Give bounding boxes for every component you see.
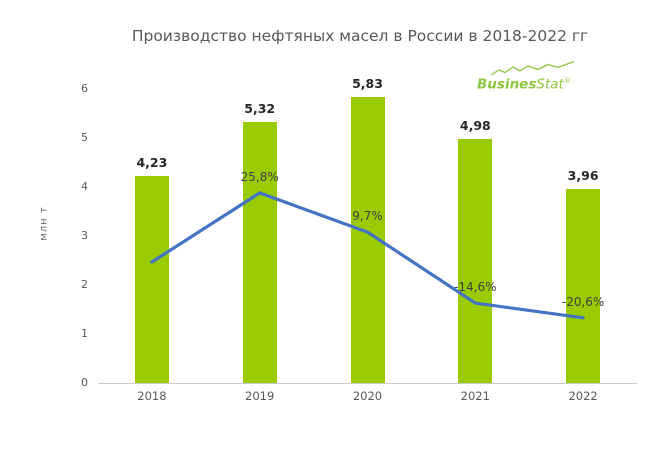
growth-label-2020: 9,7% (352, 209, 383, 224)
x-tick-2020: 2020 (352, 389, 383, 403)
y-tick-6: 6 (81, 82, 88, 95)
businesstat-logo: BusinesStat® (477, 61, 587, 92)
bar-value-label-2022: 3,96 (567, 167, 599, 183)
growth-label-2021: -14,6% (454, 280, 497, 295)
bar-value-label-2021: 4,98 (459, 117, 491, 133)
chart-title: Производство нефтяных масел в России в 2… (131, 27, 589, 45)
logo-registered-mark: ® (563, 77, 571, 85)
bar-2019 (242, 122, 277, 383)
bar-2018 (134, 175, 169, 383)
y-tick-5: 5 (81, 131, 88, 144)
logo-trendline-icon (490, 61, 575, 76)
logo-text: BusinesStat® (477, 78, 587, 92)
y-tick-1: 1 (81, 327, 88, 340)
x-tick-2019: 2019 (245, 389, 275, 403)
y-tick-2: 2 (81, 278, 88, 291)
growth-label-2019: 25,8% (240, 169, 279, 184)
growth-line (150, 191, 585, 320)
bar-value-label-2018: 4,23 (136, 154, 168, 170)
y-tick-4: 4 (81, 180, 88, 193)
growth-label-2022: -20,6% (561, 294, 605, 309)
logo-text-busines: Busines (477, 76, 537, 93)
x-tick-2018: 2018 (137, 389, 167, 403)
bar-value-label-2020: 5,83 (352, 76, 383, 92)
bar-2021 (458, 138, 493, 383)
logo-text-stat: Stat (536, 76, 564, 93)
x-tick-2022: 2022 (568, 389, 598, 403)
y-tick-0: 0 (81, 376, 88, 389)
x-tick-2021: 2021 (460, 389, 490, 403)
y-tick-3: 3 (81, 229, 88, 242)
x-axis-line (98, 383, 637, 384)
bar-2022 (566, 188, 601, 383)
bar-value-label-2019: 5,32 (244, 101, 276, 117)
